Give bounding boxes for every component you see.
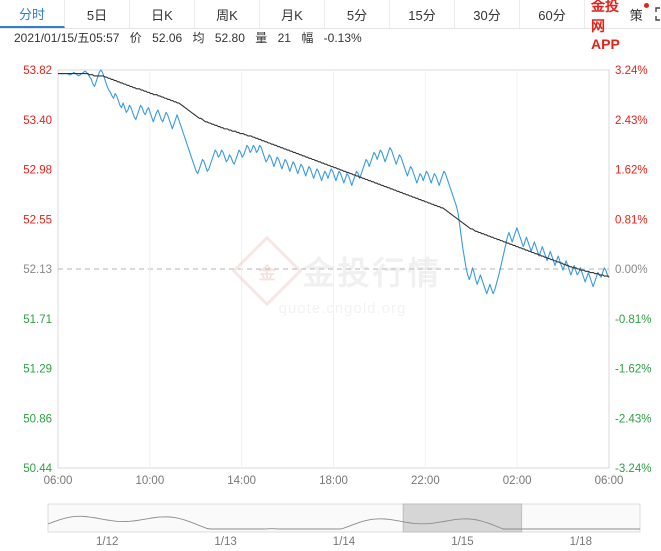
tab-label: 分时 [18, 6, 45, 22]
info-avg-label: 均 [192, 31, 205, 45]
tab-30min[interactable]: 30分 [455, 0, 520, 28]
y-axis-tick-left: 53.40 [23, 115, 52, 127]
info-price-label: 价 [129, 31, 142, 45]
tab-60min[interactable]: 60分 [520, 0, 585, 28]
strategy-label: 策 [629, 7, 643, 23]
y-axis-tick-right: -0.81% [615, 314, 651, 326]
tab-label: 月K [281, 7, 303, 23]
navigator-label: 1/13 [214, 536, 236, 546]
average-line [58, 72, 610, 278]
y-axis-tick-left: 50.86 [23, 413, 52, 425]
navigator-sparkline [47, 515, 640, 530]
x-axis-tick: 02:00 [503, 475, 532, 487]
fullscreen-icon[interactable] [655, 7, 661, 21]
navigator-label: 1/14 [333, 536, 356, 546]
y-axis-tick-left: 52.98 [23, 165, 52, 177]
notification-dot [643, 2, 649, 8]
tab-label: 60分 [538, 7, 566, 23]
quote-info-line: 2021/01/15/五05:57 价 52.06 均 52.80 量 21 幅… [0, 29, 661, 48]
x-axis-tick: 22:00 [411, 475, 440, 487]
tab-label: 周K [216, 7, 238, 23]
y-axis-tick-right: 0.81% [615, 214, 648, 226]
x-axis-tick: 14:00 [227, 475, 256, 487]
y-axis-tick-left: 52.55 [23, 214, 52, 226]
tab-label: 30分 [473, 7, 501, 23]
toolbar-right-group: 打开金投网APP 策 [585, 0, 661, 52]
price-chart[interactable]: 53.82 3.24% 53.40 2.43% 52.98 1.62% 52.55 0.81%… [0, 48, 661, 498]
info-volume-label: 量 [255, 31, 268, 45]
tab-5min[interactable]: 5分 [325, 0, 390, 28]
navigator-label: 1/15 [451, 536, 473, 546]
price-line [58, 69, 610, 295]
x-axis-tick: 10:00 [135, 475, 164, 487]
navigator-label: 1/18 [570, 536, 592, 546]
info-change-value: -0.13% [323, 31, 362, 45]
navigator-label: 1/12 [96, 536, 118, 546]
range-navigator[interactable]: 1/12 1/13 1/14 1/15 1/18 [0, 498, 661, 548]
open-app-promo[interactable]: 打开金投网APP [591, 0, 620, 52]
y-axis-tick-right: -2.43% [615, 413, 651, 425]
tab-15min[interactable]: 15分 [390, 0, 455, 28]
chart-toolbar: 分时 5日 日K 周K 月K 5分 15分 30分 60分 打开金投网APP 策 [0, 0, 661, 52]
y-axis-tick-right: -1.62% [615, 364, 651, 376]
info-price-value: 52.06 [152, 31, 183, 45]
tab-label: 15分 [408, 7, 436, 23]
tab-dayk[interactable]: 日K [130, 0, 195, 28]
y-axis-tick-right: 2.43% [615, 115, 648, 127]
x-axis-tick: 18:00 [319, 475, 348, 487]
y-axis-tick-left: 50.44 [23, 463, 52, 475]
tab-monthk[interactable]: 月K [260, 0, 325, 28]
y-axis-tick-left: 51.71 [23, 314, 52, 326]
y-axis-tick-right: -3.24% [615, 463, 651, 475]
x-axis-tick: 06:00 [44, 475, 73, 487]
tab-fenshi[interactable]: 分时 [0, 0, 65, 28]
info-datetime: 2021/01/15/五05:57 [14, 31, 120, 45]
strategy-button[interactable]: 策 [629, 2, 649, 24]
tab-label: 日K [151, 7, 173, 23]
y-axis-tick-left: 52.13 [23, 264, 52, 276]
info-change-label: 幅 [301, 31, 314, 45]
chart-canvas[interactable]: 53.82 3.24% 53.40 2.43% 52.98 1.62% 52.55 0.81%… [0, 48, 661, 498]
navigator-selection[interactable] [402, 503, 523, 533]
y-axis-tick-right: 0.00% [615, 264, 648, 276]
y-axis-tick-right: 1.62% [615, 165, 648, 177]
y-axis-tick-right: 3.24% [615, 65, 648, 77]
info-volume-value: 21 [277, 31, 291, 45]
range-navigator-canvas[interactable]: 1/12 1/13 1/14 1/15 1/18 [0, 498, 661, 548]
tab-label: 5日 [86, 7, 108, 23]
x-axis-tick: 06:00 [595, 475, 624, 487]
tab-weekk[interactable]: 周K [195, 0, 260, 28]
tab-5day[interactable]: 5日 [65, 0, 130, 28]
y-axis-tick-left: 51.29 [23, 364, 52, 376]
tab-label: 5分 [346, 7, 368, 23]
y-axis-tick-left: 53.82 [23, 65, 52, 77]
navigator-track[interactable] [47, 503, 641, 533]
info-avg-value: 52.80 [214, 31, 245, 45]
